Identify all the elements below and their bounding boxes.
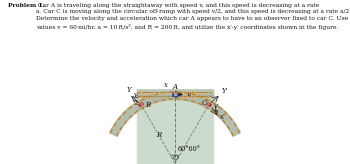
- Text: Problem 1.: Problem 1.: [8, 3, 44, 8]
- Polygon shape: [172, 93, 178, 96]
- Polygon shape: [174, 93, 177, 96]
- Polygon shape: [206, 102, 211, 107]
- Text: v: v: [214, 102, 218, 110]
- Text: A: A: [173, 83, 177, 91]
- Text: Y': Y': [222, 87, 228, 95]
- Polygon shape: [110, 91, 240, 136]
- Bar: [137, 90, 213, 97]
- Polygon shape: [139, 102, 143, 107]
- Text: v: v: [133, 91, 138, 99]
- Polygon shape: [140, 103, 143, 105]
- Text: C: C: [201, 99, 207, 107]
- Bar: [137, 90, 213, 92]
- Text: B: B: [145, 101, 150, 109]
- Polygon shape: [207, 103, 210, 105]
- Text: 2: 2: [134, 101, 138, 106]
- Text: R: R: [156, 131, 161, 139]
- Bar: [137, 89, 213, 164]
- Text: O: O: [173, 154, 178, 163]
- Text: 2: 2: [215, 112, 219, 116]
- Text: Car A is traveling along the straightaway with speed v, and this speed is decrea: Car A is traveling along the straightawa…: [36, 3, 350, 30]
- Text: Y: Y: [127, 86, 131, 94]
- Text: x': x': [219, 113, 225, 121]
- Text: v: v: [187, 91, 191, 99]
- Text: x: x: [164, 81, 168, 89]
- Text: 60°60°: 60°60°: [178, 145, 201, 153]
